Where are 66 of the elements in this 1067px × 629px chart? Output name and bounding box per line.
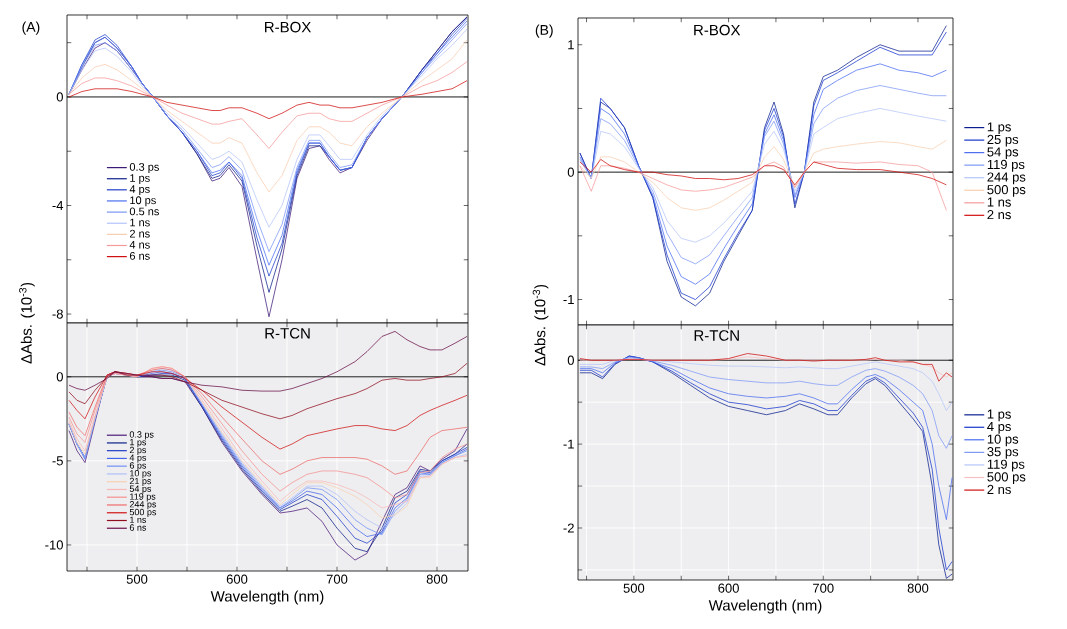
y-tick-label: -8 <box>52 309 63 319</box>
legend-label: 119 ps <box>130 493 156 502</box>
legend-label: 54 ps <box>987 147 1019 160</box>
legend-label: 1 ps <box>130 174 150 185</box>
legend-label: 1 ps <box>130 439 147 448</box>
x-tick-label: 800 <box>426 574 448 584</box>
legend-label: 2 ns <box>987 484 1011 495</box>
y-tick-label: -1 <box>563 439 574 449</box>
y-tick-label: -5 <box>52 456 63 466</box>
x-axis-title: Wavelength (nm) <box>708 599 822 614</box>
y-axis-title: ΔAbs. (10$^{-3}$) <box>532 284 549 366</box>
x-tick-label: 500 <box>623 583 645 593</box>
y-tick-label: -4 <box>52 201 64 210</box>
legend-label: 35 ps <box>987 447 1019 459</box>
y-tick-label: 1 <box>568 40 574 50</box>
chart-title: R-TCN <box>265 327 310 339</box>
legend-label: 4 ns <box>129 240 150 249</box>
legend-label: 1 ps <box>987 409 1011 422</box>
legend-label: 0.5 ns <box>129 207 159 216</box>
y-tick-label: 0 <box>567 355 574 365</box>
x-axis-title: Wavelength (nm) <box>210 590 324 605</box>
legend-label: 21 ps <box>129 477 152 486</box>
text: (A) <box>22 21 40 35</box>
legend-label: 500 ps <box>129 508 157 518</box>
legend-label: 0.3 ps <box>129 163 159 173</box>
legend-label: 244 ps <box>987 172 1026 185</box>
legend-label: 1 ns <box>130 516 147 523</box>
y-tick-label: -2 <box>563 523 574 533</box>
text: (B) <box>535 24 553 38</box>
legend-label: 0.3 ps <box>129 431 154 440</box>
chart-title: R-BOX <box>265 21 311 33</box>
legend-label: 25 ps <box>987 134 1019 147</box>
legend-label: 119 ps <box>987 459 1025 472</box>
legend-label: 10 ps <box>130 196 156 207</box>
legend-label: 10 ps <box>987 434 1019 447</box>
legend-label: 4 ps <box>987 422 1011 434</box>
legend-label: 6 ns <box>129 252 150 260</box>
legend-label: 1 ns <box>987 197 1011 207</box>
x-tick-label: 700 <box>813 583 834 593</box>
legend-label: 2 ps <box>129 446 147 455</box>
legend-label: 1 ns <box>130 218 150 227</box>
legend-label: 6 ps <box>129 462 147 471</box>
legend-label: 2 ns <box>987 210 1011 220</box>
chart-title: R-BOX <box>694 24 741 36</box>
legend-label: 4 ps <box>129 454 147 463</box>
y-tick-label: 0 <box>56 372 63 382</box>
legend-label: 54 ps <box>129 485 152 494</box>
x-tick-label: 700 <box>326 574 348 584</box>
legend-label: 500 ps <box>987 185 1026 197</box>
x-tick-label: 600 <box>226 574 248 584</box>
legend-label: 2 ns <box>129 229 150 238</box>
legend-label: 244 ps <box>129 501 157 510</box>
x-tick-label: 500 <box>126 574 148 584</box>
y-tick-label: 0 <box>567 167 574 177</box>
y-tick-label: -1 <box>563 295 574 304</box>
legend-label: 4 ps <box>129 185 150 196</box>
y-axis-title: ΔAbs. (10$^{-3}$) <box>19 282 35 364</box>
legend-label: 119 ps <box>987 159 1025 172</box>
chart-title: R-TCN <box>694 330 739 341</box>
x-tick-label: 800 <box>907 583 929 593</box>
x-tick-label: 600 <box>718 583 739 593</box>
y-tick-label: 0 <box>56 92 63 102</box>
y-tick-label: -10 <box>45 540 63 550</box>
legend-label: 500 ps <box>987 472 1026 484</box>
legend-label: 1 ps <box>987 122 1011 135</box>
legend-label: 6 ns <box>129 524 147 531</box>
